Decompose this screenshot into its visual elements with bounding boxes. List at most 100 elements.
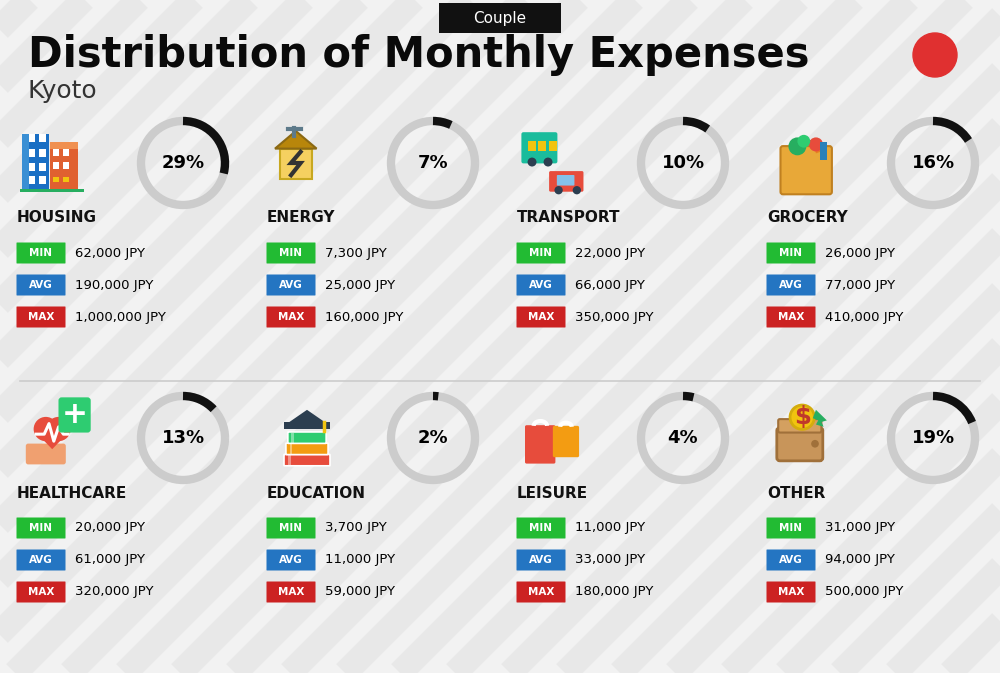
Bar	[39, 149, 46, 157]
FancyBboxPatch shape	[286, 443, 328, 454]
Bar	[63, 178, 69, 182]
FancyBboxPatch shape	[16, 549, 66, 571]
Text: MIN: MIN	[30, 248, 52, 258]
Text: AVG: AVG	[279, 280, 303, 290]
FancyBboxPatch shape	[284, 454, 330, 466]
Polygon shape	[289, 410, 325, 422]
Text: 94,000 JPY: 94,000 JPY	[825, 553, 895, 567]
FancyBboxPatch shape	[16, 242, 66, 264]
Text: 25,000 JPY: 25,000 JPY	[325, 279, 395, 291]
Text: Kyoto: Kyoto	[28, 79, 98, 103]
Text: 62,000 JPY: 62,000 JPY	[75, 246, 145, 260]
Circle shape	[528, 157, 537, 166]
FancyBboxPatch shape	[516, 275, 566, 295]
Text: MIN: MIN	[780, 523, 802, 533]
FancyBboxPatch shape	[266, 306, 316, 328]
FancyBboxPatch shape	[16, 518, 66, 538]
Text: 19%: 19%	[911, 429, 955, 447]
FancyBboxPatch shape	[516, 581, 566, 602]
Bar	[63, 149, 69, 156]
Text: AVG: AVG	[529, 555, 553, 565]
Circle shape	[788, 137, 806, 155]
FancyBboxPatch shape	[266, 275, 316, 295]
FancyBboxPatch shape	[266, 549, 316, 571]
Text: MIN: MIN	[530, 248, 552, 258]
Text: MAX: MAX	[28, 587, 54, 597]
Circle shape	[790, 405, 814, 429]
Circle shape	[811, 440, 819, 448]
Polygon shape	[812, 138, 820, 153]
Text: MAX: MAX	[28, 312, 54, 322]
Bar	[53, 149, 59, 156]
Text: 2%: 2%	[418, 429, 448, 447]
Polygon shape	[275, 131, 317, 149]
Text: TRANSPORT: TRANSPORT	[517, 211, 620, 225]
Text: GROCERY: GROCERY	[767, 211, 848, 225]
Bar	[288, 455, 291, 465]
Bar	[39, 134, 46, 142]
FancyBboxPatch shape	[16, 581, 66, 602]
Text: 11,000 JPY: 11,000 JPY	[575, 522, 645, 534]
Text: 3,700 JPY: 3,700 JPY	[325, 522, 387, 534]
Text: AVG: AVG	[779, 555, 803, 565]
Circle shape	[46, 417, 71, 441]
FancyBboxPatch shape	[767, 518, 816, 538]
Bar	[538, 141, 546, 151]
Text: OTHER: OTHER	[767, 485, 825, 501]
Text: MAX: MAX	[278, 587, 304, 597]
Text: HEALTHCARE: HEALTHCARE	[17, 485, 127, 501]
Text: 11,000 JPY: 11,000 JPY	[325, 553, 395, 567]
Circle shape	[544, 157, 553, 166]
FancyBboxPatch shape	[516, 306, 566, 328]
Circle shape	[913, 33, 957, 77]
Text: +: +	[62, 400, 88, 429]
Text: 410,000 JPY: 410,000 JPY	[825, 310, 903, 324]
Circle shape	[797, 135, 810, 147]
Text: Distribution of Monthly Expenses: Distribution of Monthly Expenses	[28, 34, 810, 76]
Text: 22,000 JPY: 22,000 JPY	[575, 246, 645, 260]
Text: MAX: MAX	[278, 312, 304, 322]
Bar	[53, 162, 59, 170]
Text: 31,000 JPY: 31,000 JPY	[825, 522, 895, 534]
Text: AVG: AVG	[29, 280, 53, 290]
Text: 16%: 16%	[911, 154, 955, 172]
Bar	[50, 142, 78, 149]
Bar	[549, 141, 557, 151]
Text: AVG: AVG	[529, 280, 553, 290]
Bar	[29, 134, 35, 142]
Bar	[29, 149, 35, 157]
FancyBboxPatch shape	[767, 581, 816, 602]
Text: HOUSING: HOUSING	[17, 211, 97, 225]
Text: AVG: AVG	[779, 280, 803, 290]
FancyBboxPatch shape	[516, 549, 566, 571]
FancyBboxPatch shape	[16, 306, 66, 328]
Text: 10%: 10%	[661, 154, 705, 172]
Bar	[820, 142, 827, 160]
Bar	[20, 188, 84, 192]
FancyBboxPatch shape	[26, 444, 66, 464]
FancyBboxPatch shape	[288, 432, 326, 444]
FancyBboxPatch shape	[767, 549, 816, 571]
FancyBboxPatch shape	[521, 132, 557, 164]
Text: Couple: Couple	[473, 11, 527, 26]
Bar	[50, 149, 78, 192]
Text: 320,000 JPY: 320,000 JPY	[75, 586, 154, 598]
Bar	[528, 141, 536, 151]
Text: LEISURE: LEISURE	[517, 485, 588, 501]
FancyBboxPatch shape	[557, 175, 574, 186]
Text: 4%: 4%	[668, 429, 698, 447]
Text: ENERGY: ENERGY	[267, 211, 336, 225]
Text: 66,000 JPY: 66,000 JPY	[575, 279, 645, 291]
FancyBboxPatch shape	[16, 275, 66, 295]
FancyBboxPatch shape	[266, 581, 316, 602]
Polygon shape	[813, 410, 827, 427]
Bar	[53, 178, 59, 182]
Text: MIN: MIN	[530, 523, 552, 533]
FancyBboxPatch shape	[549, 171, 583, 192]
Text: 26,000 JPY: 26,000 JPY	[825, 246, 895, 260]
Text: MAX: MAX	[528, 587, 554, 597]
Circle shape	[573, 186, 581, 194]
Bar	[291, 433, 294, 443]
Circle shape	[809, 137, 823, 151]
FancyBboxPatch shape	[266, 518, 316, 538]
